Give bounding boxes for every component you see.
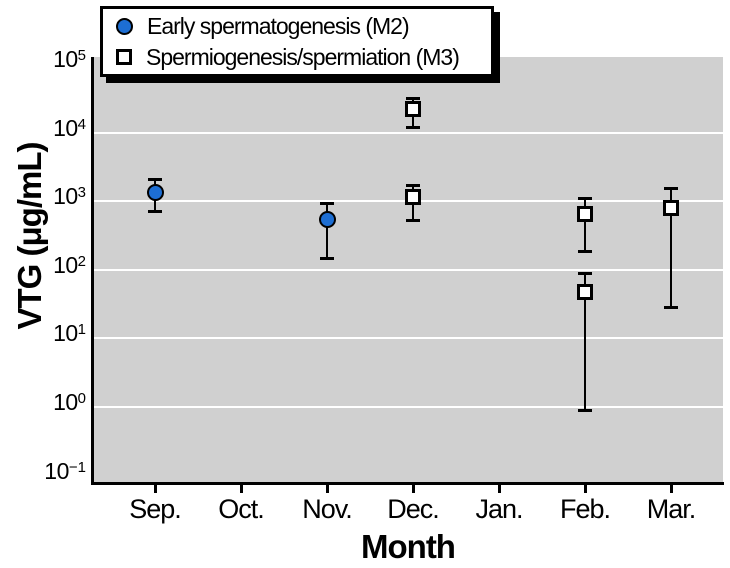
error-bar-cap-upper — [578, 197, 592, 201]
y-axis-title: VTG (μg/mL) — [11, 142, 48, 330]
x-tick-Feb — [584, 485, 587, 493]
y-tick-label-10e5: 105 — [53, 46, 86, 72]
x-tick-Jan — [498, 485, 501, 493]
x-tick-label-Dec: Dec. — [387, 494, 440, 524]
x-tick-label-Mar: Mar. — [646, 494, 697, 524]
gridline-10e4 — [94, 131, 723, 134]
legend: Early spermatogenesis (M2) Spermiogenesis… — [100, 6, 494, 77]
legend-item: Early spermatogenesis (M2) — [103, 13, 491, 39]
data-point-marker-circle — [318, 210, 336, 228]
gridline-10e2 — [94, 268, 723, 271]
legend-marker-circle-icon — [116, 17, 133, 35]
legend-item: Spermiogenesis/spermiation (M3) — [103, 44, 491, 70]
error-bar-cap-lower — [148, 209, 162, 213]
error-bar-cap-upper — [406, 96, 420, 100]
error-bar — [584, 198, 586, 251]
x-tick-label-Sep: Sep. — [129, 494, 182, 524]
data-point-marker-circle — [146, 183, 164, 201]
error-bar-cap-lower — [406, 126, 420, 130]
y-axis-line — [91, 57, 94, 485]
x-tick-label-Oct: Oct. — [218, 494, 265, 524]
data-point-marker-square — [405, 101, 421, 118]
y-tick-label-10e1: 101 — [53, 320, 86, 347]
x-tick-Dec — [412, 485, 415, 493]
y-tick-label-10e4: 104 — [53, 114, 86, 141]
error-bar — [670, 188, 672, 307]
error-bar-cap-lower — [320, 256, 334, 260]
x-axis-title: Month — [361, 528, 456, 565]
legend-marker-square-icon — [116, 48, 132, 65]
error-bar-cap-upper — [578, 271, 592, 275]
error-bar-cap-lower — [578, 249, 592, 253]
x-tick-Mar — [670, 485, 673, 493]
x-tick-label-Feb: Feb. — [559, 494, 611, 524]
error-bar-cap-upper — [406, 184, 420, 188]
y-tick-label-10e0: 100 — [53, 389, 86, 415]
x-tick-Oct — [240, 485, 243, 493]
error-bar-cap-upper — [320, 202, 334, 206]
error-bar-cap-lower — [578, 409, 592, 413]
y-tick-label-10e3: 103 — [53, 183, 86, 210]
x-tick-Sep — [154, 485, 157, 493]
data-point-marker-square — [663, 199, 679, 216]
data-point-marker-square — [577, 206, 593, 223]
x-tick-label-Nov: Nov. — [302, 494, 353, 524]
error-bar — [584, 272, 586, 411]
y-tick-label-10e-1: 10−1 — [44, 457, 86, 484]
y-tick-label-10e2: 102 — [53, 251, 86, 278]
legend-item-label: Early spermatogenesis (M2) — [147, 13, 410, 40]
data-point-marker-square — [405, 189, 421, 206]
x-axis-line — [91, 482, 724, 485]
error-bar — [326, 203, 328, 258]
error-bar-cap-upper — [664, 187, 678, 191]
gridline-10e1 — [94, 337, 723, 340]
legend-item-label: Spermiogenesis/spermiation (M3) — [146, 43, 460, 70]
gridline-10e0 — [94, 406, 723, 408]
x-tick-Nov — [326, 485, 329, 493]
x-tick-label-Jan: Jan. — [475, 494, 523, 524]
data-point-marker-square — [577, 284, 593, 301]
error-bar-cap-lower — [406, 219, 420, 223]
error-bar-cap-lower — [664, 305, 678, 309]
error-bar-cap-upper — [148, 178, 162, 182]
